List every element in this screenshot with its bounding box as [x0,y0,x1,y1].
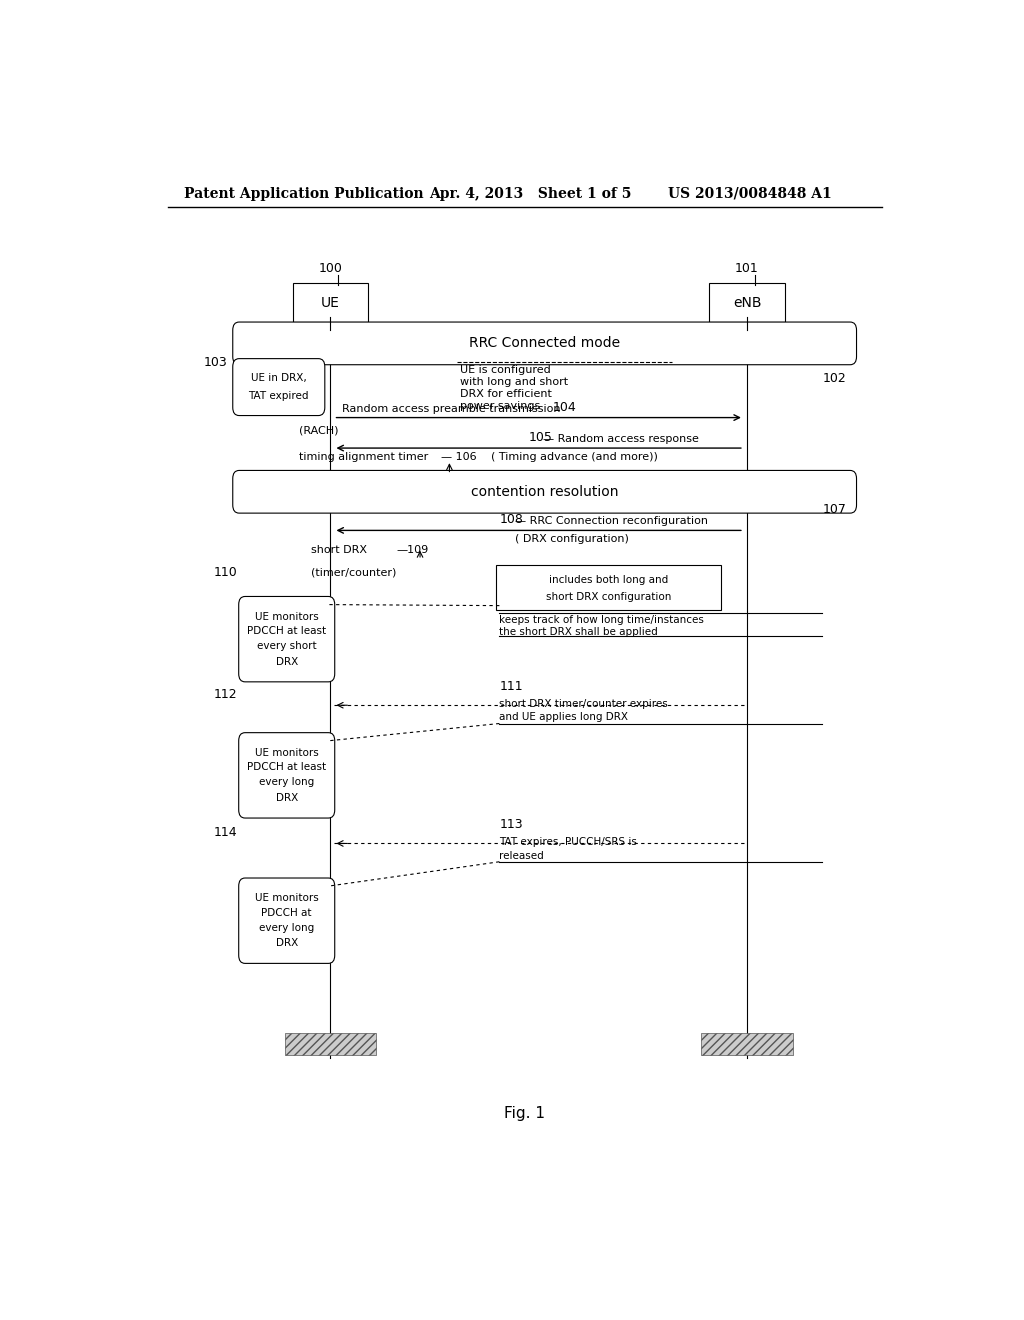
Text: ( Timing advance (and more)): ( Timing advance (and more)) [492,453,658,462]
FancyBboxPatch shape [239,733,335,818]
Text: Random access preamble transmission: Random access preamble transmission [342,404,561,413]
Text: short DRX timer/counter expires: short DRX timer/counter expires [500,700,668,709]
Text: — Random access response: — Random access response [543,434,699,444]
Text: released: released [500,850,544,861]
Text: 110: 110 [214,565,238,578]
Text: PDCCH at least: PDCCH at least [247,626,327,636]
Text: Patent Application Publication: Patent Application Publication [183,187,423,201]
Text: TAT expired: TAT expired [249,391,309,401]
Text: short DRX: short DRX [310,545,367,554]
Text: 105: 105 [528,432,553,444]
Text: UE: UE [321,296,340,310]
Text: keeps track of how long time/instances: keeps track of how long time/instances [500,615,705,624]
Text: 102: 102 [822,372,846,385]
FancyBboxPatch shape [232,359,325,416]
Text: RRC Connected mode: RRC Connected mode [469,337,621,350]
Text: every long: every long [259,777,314,788]
Text: — RRC Connection reconfiguration: — RRC Connection reconfiguration [515,516,709,527]
Text: US 2013/0084848 A1: US 2013/0084848 A1 [668,187,831,201]
Text: UE monitors: UE monitors [255,748,318,758]
Text: ( DRX configuration): ( DRX configuration) [515,535,629,544]
Text: short DRX configuration: short DRX configuration [546,593,671,602]
Text: UE monitors: UE monitors [255,611,318,622]
Text: 100: 100 [318,263,342,276]
Text: DRX for efficient: DRX for efficient [460,389,552,399]
Text: with long and short: with long and short [460,378,568,387]
FancyBboxPatch shape [232,322,856,364]
Text: DRX: DRX [275,939,298,948]
Text: UE is configured: UE is configured [460,364,551,375]
Text: Apr. 4, 2013   Sheet 1 of 5: Apr. 4, 2013 Sheet 1 of 5 [430,187,632,201]
Text: DRX: DRX [275,656,298,667]
Text: 108: 108 [500,513,523,527]
Text: includes both long and: includes both long and [549,576,668,585]
Text: (timer/counter): (timer/counter) [310,568,396,577]
Text: every short: every short [257,642,316,651]
Text: DRX: DRX [275,793,298,803]
Text: power savings: power savings [460,401,540,412]
Text: Fig. 1: Fig. 1 [504,1106,546,1121]
FancyBboxPatch shape [710,284,784,322]
Text: PDCCH at: PDCCH at [261,908,312,917]
Text: contention resolution: contention resolution [471,484,618,499]
Bar [285,1032,376,1055]
Text: 112: 112 [214,688,238,701]
Text: 107: 107 [822,503,846,516]
FancyBboxPatch shape [232,470,856,513]
FancyBboxPatch shape [239,878,335,964]
Text: eNB: eNB [733,296,761,310]
Text: and UE applies long DRX: and UE applies long DRX [500,713,629,722]
Text: — 106: — 106 [441,453,477,462]
Text: every long: every long [259,923,314,933]
Text: PDCCH at least: PDCCH at least [247,762,327,772]
Text: 113: 113 [500,818,523,832]
Bar [701,1032,793,1055]
Text: UE monitors: UE monitors [255,894,318,903]
FancyBboxPatch shape [239,597,335,682]
Text: 111: 111 [500,680,523,693]
Text: —109: —109 [396,545,428,554]
Text: 103: 103 [204,356,227,368]
Text: (RACH): (RACH) [299,426,338,436]
FancyBboxPatch shape [293,284,368,322]
Text: 101: 101 [735,263,759,276]
Text: 104: 104 [553,400,577,413]
Text: 114: 114 [214,826,238,840]
FancyBboxPatch shape [497,565,721,610]
Text: TAT expires, PUCCH/SRS is: TAT expires, PUCCH/SRS is [500,837,637,847]
Text: the short DRX shall be applied: the short DRX shall be applied [500,627,658,638]
Text: UE in DRX,: UE in DRX, [251,374,306,383]
Text: timing alignment timer: timing alignment timer [299,453,428,462]
